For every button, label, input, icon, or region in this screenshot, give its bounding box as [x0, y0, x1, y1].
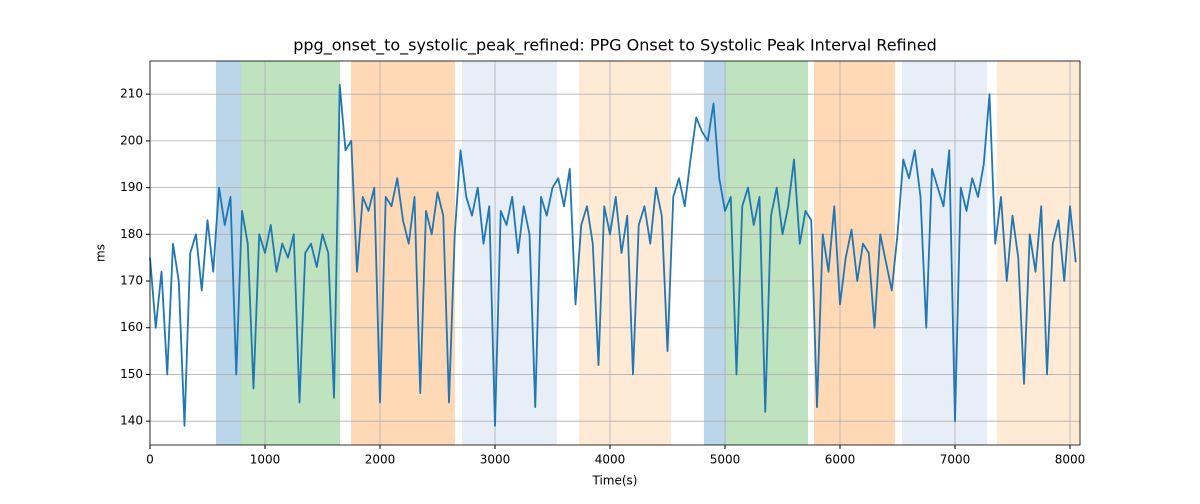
shaded-span	[461, 61, 557, 445]
y-tick-label: 150	[120, 367, 143, 381]
shaded-span	[351, 61, 455, 445]
y-tick-label: 200	[120, 133, 143, 147]
x-tick-label: 0	[146, 453, 154, 467]
y-tick-label: 210	[120, 87, 143, 101]
x-tick-label: 5000	[710, 453, 741, 467]
y-tick-label: 140	[120, 414, 143, 428]
y-tick-label: 180	[120, 227, 143, 241]
axes-frame	[149, 60, 1081, 446]
ticks: 0 1000 2000 3000 4000 5000 6000 7000 8000 140 150 1…	[120, 87, 1085, 467]
x-tick-label: 6000	[825, 453, 856, 467]
shaded-span	[726, 61, 809, 445]
x-tick-label: 3000	[480, 453, 511, 467]
shaded-span	[240, 61, 340, 445]
x-tick-label: 7000	[940, 453, 971, 467]
x-tick-label: 4000	[595, 453, 626, 467]
shaded-span	[703, 61, 727, 445]
chart-title: ppg_onset_to_systolic_peak_refined: PPG …	[293, 36, 937, 56]
shaded-span	[578, 61, 671, 445]
x-axis-label: Time(s)	[592, 474, 638, 488]
y-axis-label: ms	[94, 244, 108, 262]
x-tick-label: 2000	[365, 453, 396, 467]
y-tick-label: 170	[120, 274, 143, 288]
y-tick-label: 190	[120, 180, 143, 194]
shaded-span	[216, 61, 241, 445]
x-tick-label: 1000	[250, 453, 281, 467]
spans	[216, 61, 1080, 445]
plot	[149, 83, 1077, 427]
y-tick-label: 160	[120, 320, 143, 334]
shaded-span	[901, 61, 987, 445]
x-tick-label: 8000	[1055, 453, 1086, 467]
data-line	[149, 83, 1077, 427]
